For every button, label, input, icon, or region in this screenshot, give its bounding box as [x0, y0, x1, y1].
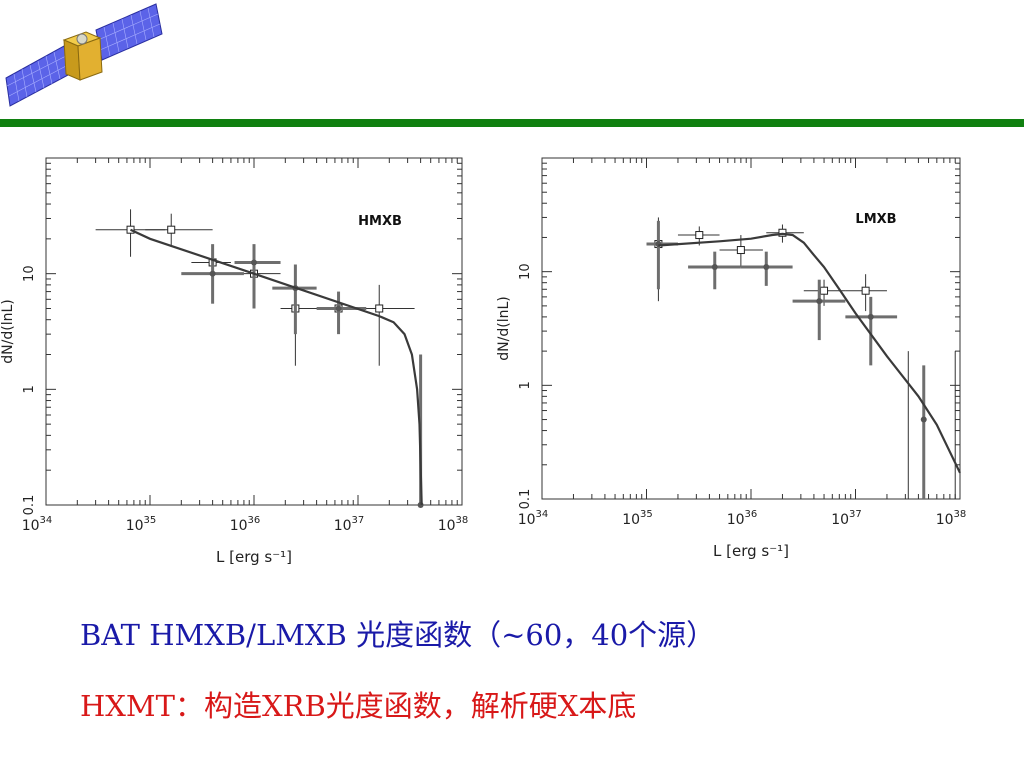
lmxb-y-tick-label: 10 [518, 263, 533, 280]
hmxb-series-1 [181, 244, 424, 508]
lmxb-y-tick-label: 0.1 [518, 489, 533, 510]
satellite-icon [5, 3, 163, 107]
lmxb-data-point [867, 313, 874, 320]
lmxb-x-tick-label: 1034 [518, 509, 549, 528]
lmxb-x-tick-label: 1035 [622, 509, 653, 528]
lmxb-ticks [541, 158, 960, 500]
lmxb-x-tick-label: 1038 [936, 509, 967, 528]
lmxb-data-point [816, 298, 823, 305]
lmxb-x-tick-label: 1036 [727, 509, 758, 528]
hmxb-y-tick-label: 10 [22, 265, 37, 282]
hmxb-x-tick-label: 1038 [438, 515, 469, 534]
hmxb-data-point [251, 259, 257, 266]
lmxb-data-point [711, 263, 718, 270]
hmxb-x-tick-label: 1037 [334, 515, 365, 534]
hmxb-x-tick-label: 1035 [126, 515, 157, 534]
hmxb-y-axis-label: dN/d(lnL) [0, 299, 16, 363]
lmxb-plot-frame [541, 157, 961, 500]
hmxb-plot-frame [45, 157, 463, 506]
hmxb-chart: 1034 1035 1036 1037 1038 0.1 1 10 L [erg s⁻¹] dN/… [0, 157, 469, 566]
hmxb-x-tick-label: 1034 [22, 515, 53, 534]
lmxb-model-curve [658, 232, 961, 474]
hmxb-y-tick-label: 1 [22, 385, 37, 393]
lmxb-data-point [920, 416, 927, 423]
hmxb-y-tick-label: 0.1 [22, 495, 37, 516]
lmxb-chart: 1034 1035 1036 1037 1038 0.1 1 10 L [erg s⁻¹] dN/… [496, 157, 967, 560]
hmxb-ticks [45, 158, 462, 506]
lmxb-data-point [695, 231, 704, 240]
lmxb-x-tick-label: 1037 [831, 509, 862, 528]
lmxb-y-axis-label: dN/d(lnL) [496, 296, 512, 360]
lmxb-data-point [861, 286, 870, 295]
lmxb-data-point [736, 246, 745, 255]
hmxb-x-tick-label: 1036 [230, 515, 261, 534]
hmxb-data-point [209, 270, 216, 277]
lmxb-series-2 [907, 351, 956, 499]
header-rule [0, 119, 1024, 127]
hmxb-data-point [335, 305, 342, 312]
hmxb-panel-label: HMXB [358, 214, 402, 229]
lmxb-x-axis-label: L [erg s⁻¹] [713, 542, 789, 560]
lmxb-data-point [820, 286, 829, 295]
caption-hxmt: HXMT：构造XRB光度函数，解析硬X本底 [80, 689, 637, 723]
lmxb-series-1 [646, 220, 927, 499]
caption-bat: BAT HMXB/LMXB 光度函数（~60，40个源） [80, 618, 716, 652]
lmxb-data-point [763, 263, 770, 270]
lmxb-panel-label: LMXB [855, 212, 896, 227]
lmxb-data-point [778, 228, 787, 237]
hmxb-data-point [375, 304, 384, 313]
hmxb-model-curve [130, 228, 423, 506]
hmxb-data-point [167, 225, 176, 234]
lmxb-y-tick-label: 1 [518, 381, 533, 389]
hmxb-x-axis-label: L [erg s⁻¹] [216, 548, 292, 566]
